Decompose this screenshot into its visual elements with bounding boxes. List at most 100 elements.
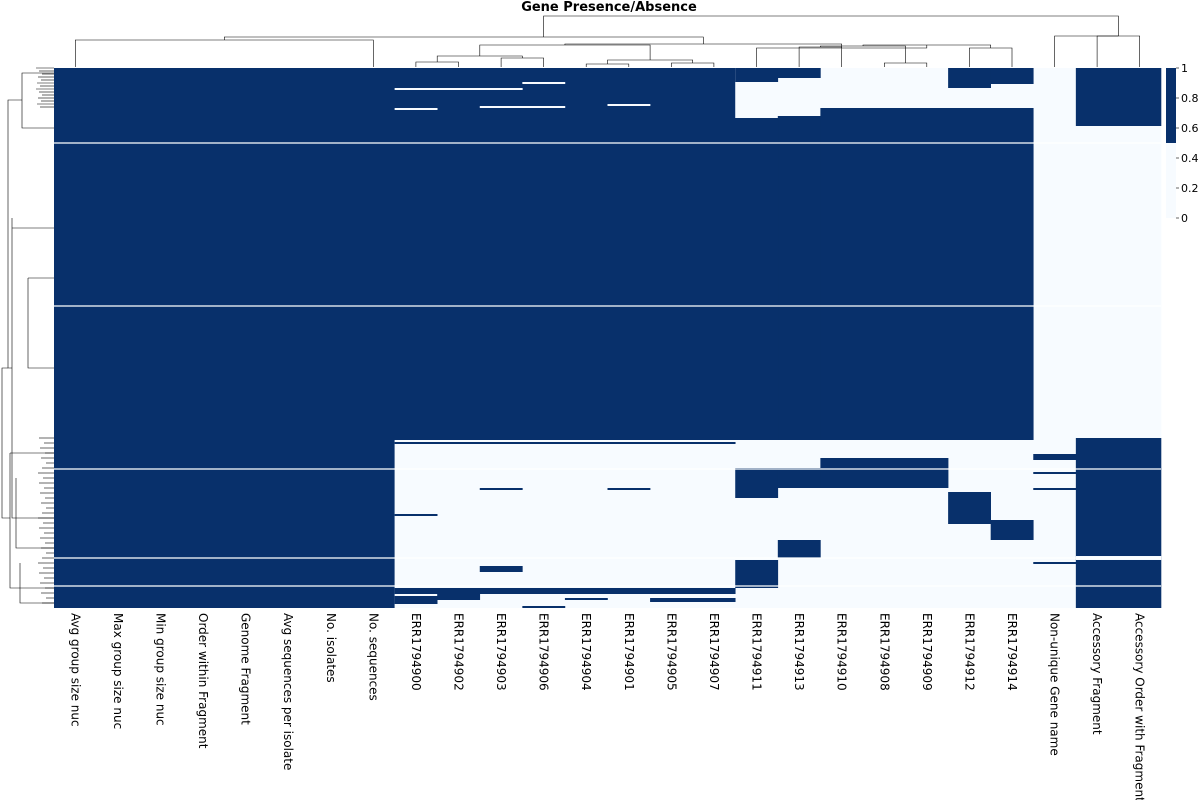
dendrogram-link	[21, 72, 54, 129]
colorbar-present	[1166, 68, 1176, 143]
heatmap-cell-block	[990, 68, 1034, 84]
heatmap-cell-line	[1033, 562, 1077, 564]
column-label: ERR1794910	[835, 613, 849, 691]
column-label: Accessory Order with Fragment	[1133, 613, 1147, 800]
heatmap-cell-line	[522, 606, 566, 608]
heatmap-cell-block	[54, 440, 395, 608]
colorbar-tick-label: 0	[1181, 212, 1188, 225]
column-label: Avg sequences per isolate	[281, 613, 295, 770]
column-label: Non-unique Gene name	[1048, 613, 1062, 756]
dendrogram-link	[884, 62, 928, 67]
heatmap-cell-line	[1033, 488, 1077, 490]
colorbar: 1 0.8 0.6 0.4 0.2 0	[1166, 62, 1199, 225]
column-label: Accessory Fragment	[1090, 613, 1104, 735]
dendrogram-link	[500, 57, 544, 67]
dendrogram-link	[415, 61, 459, 67]
column-label: ERR1794906	[537, 613, 551, 691]
column-label: Genome Fragment	[239, 613, 253, 725]
heatmap-cell-line	[564, 598, 608, 600]
column-label: No. isolates	[324, 613, 338, 683]
column-label: Max group size nuc	[111, 613, 125, 729]
dendrogram-link	[7, 99, 22, 369]
heatmap-cell-block	[948, 68, 991, 88]
heatmap-cell-block	[394, 440, 736, 608]
heatmap-cells	[54, 68, 1162, 608]
column-label: ERR1794909	[920, 613, 934, 691]
column-label: ERR1794908	[877, 613, 891, 691]
heatmap-cell-line	[394, 442, 736, 444]
dendrogram-link	[671, 62, 715, 67]
heatmap-cell-block	[820, 458, 949, 488]
dendrogram-link	[9, 453, 54, 589]
dendrogram-link	[75, 39, 374, 67]
colorbar-tick-label: 0.2	[1181, 182, 1199, 195]
column-dendrogram	[75, 15, 1140, 67]
row-dividers	[54, 142, 1161, 587]
column-label: No. sequences	[366, 613, 380, 701]
heatmap-cell-line	[437, 88, 523, 90]
heatmap-cell-block	[735, 560, 779, 588]
heatmap-cell-line	[394, 514, 438, 516]
dendrogram-link	[436, 55, 523, 62]
heatmap-cell-line	[607, 488, 651, 490]
dendrogram-link	[798, 46, 842, 67]
row-dendrogram	[1, 67, 54, 604]
dendrogram-link	[1, 367, 10, 519]
dendrogram-link	[564, 43, 842, 48]
column-label: ERR1794907	[707, 613, 721, 691]
heatmap-cell-block	[1075, 126, 1162, 438]
dendrogram-link	[543, 15, 1119, 37]
colorbar-tick-label: 1	[1181, 62, 1188, 75]
colorbar-tick-label: 0.6	[1181, 122, 1199, 135]
chart-title: Gene Presence/Absence	[521, 0, 697, 15]
heatmap-cell-line	[394, 588, 736, 594]
heatmap-cell-line	[437, 590, 481, 600]
column-label: ERR1794901	[622, 613, 636, 691]
heatmap-cell-line	[650, 598, 736, 602]
column-label: ERR1794905	[664, 613, 678, 691]
heatmap-cell-block	[1075, 438, 1162, 608]
heatmap-cell-block	[990, 520, 1034, 540]
column-label: ERR1794911	[750, 613, 764, 691]
heatmap-cell-line	[1033, 454, 1077, 460]
heatmap-cell-block	[777, 68, 821, 78]
dendrogram-link	[1054, 35, 1119, 67]
heatmap-cell-line	[479, 566, 523, 572]
column-label: ERR1794914	[1005, 613, 1019, 691]
dendrogram-link	[585, 63, 630, 67]
heatmap-cell-block	[735, 118, 779, 440]
heatmap-cell-line	[394, 108, 438, 110]
dendrogram-link	[224, 36, 704, 44]
column-label: ERR1794904	[579, 613, 593, 691]
dendrogram-link	[1096, 35, 1140, 67]
heatmap-cell-line	[394, 596, 438, 604]
heatmap-cell-block	[777, 540, 821, 558]
heatmap-cell-line	[1033, 472, 1077, 474]
column-label: ERR1794902	[452, 613, 466, 691]
column-label: Min group size nuc	[153, 613, 167, 726]
colorbar-tick-label: 0.8	[1181, 92, 1199, 105]
heatmap-cell-line	[479, 106, 566, 108]
column-label: Avg group size nuc	[68, 613, 82, 727]
heatmap-cell-block	[820, 108, 1034, 440]
dendrogram-link	[969, 47, 1013, 67]
heatmap-cell-block	[1033, 68, 1077, 608]
column-labels: Avg group size nuc Max group size nuc Min …	[68, 613, 1146, 800]
dendrogram-link	[820, 45, 906, 63]
column-label: ERR1794900	[409, 613, 423, 691]
column-label: ERR1794913	[792, 613, 806, 691]
dendrogram-link	[607, 59, 693, 64]
heatmap-cell-line	[522, 82, 566, 84]
heatmap-cell-block	[948, 492, 991, 524]
heatmap-cell-line	[394, 88, 438, 90]
colorbar-tick-label: 0.4	[1181, 152, 1199, 165]
column-label: ERR1794912	[962, 613, 976, 691]
heatmap-cell-block	[1075, 68, 1162, 126]
column-label: ERR1794903	[494, 613, 508, 691]
dendrogram-link	[27, 278, 54, 369]
heatmap-cell-block	[777, 468, 821, 488]
colorbar-absent	[1166, 143, 1176, 218]
heatmap-cell-line	[607, 104, 651, 106]
column-label: Order within Fragment	[196, 613, 210, 749]
